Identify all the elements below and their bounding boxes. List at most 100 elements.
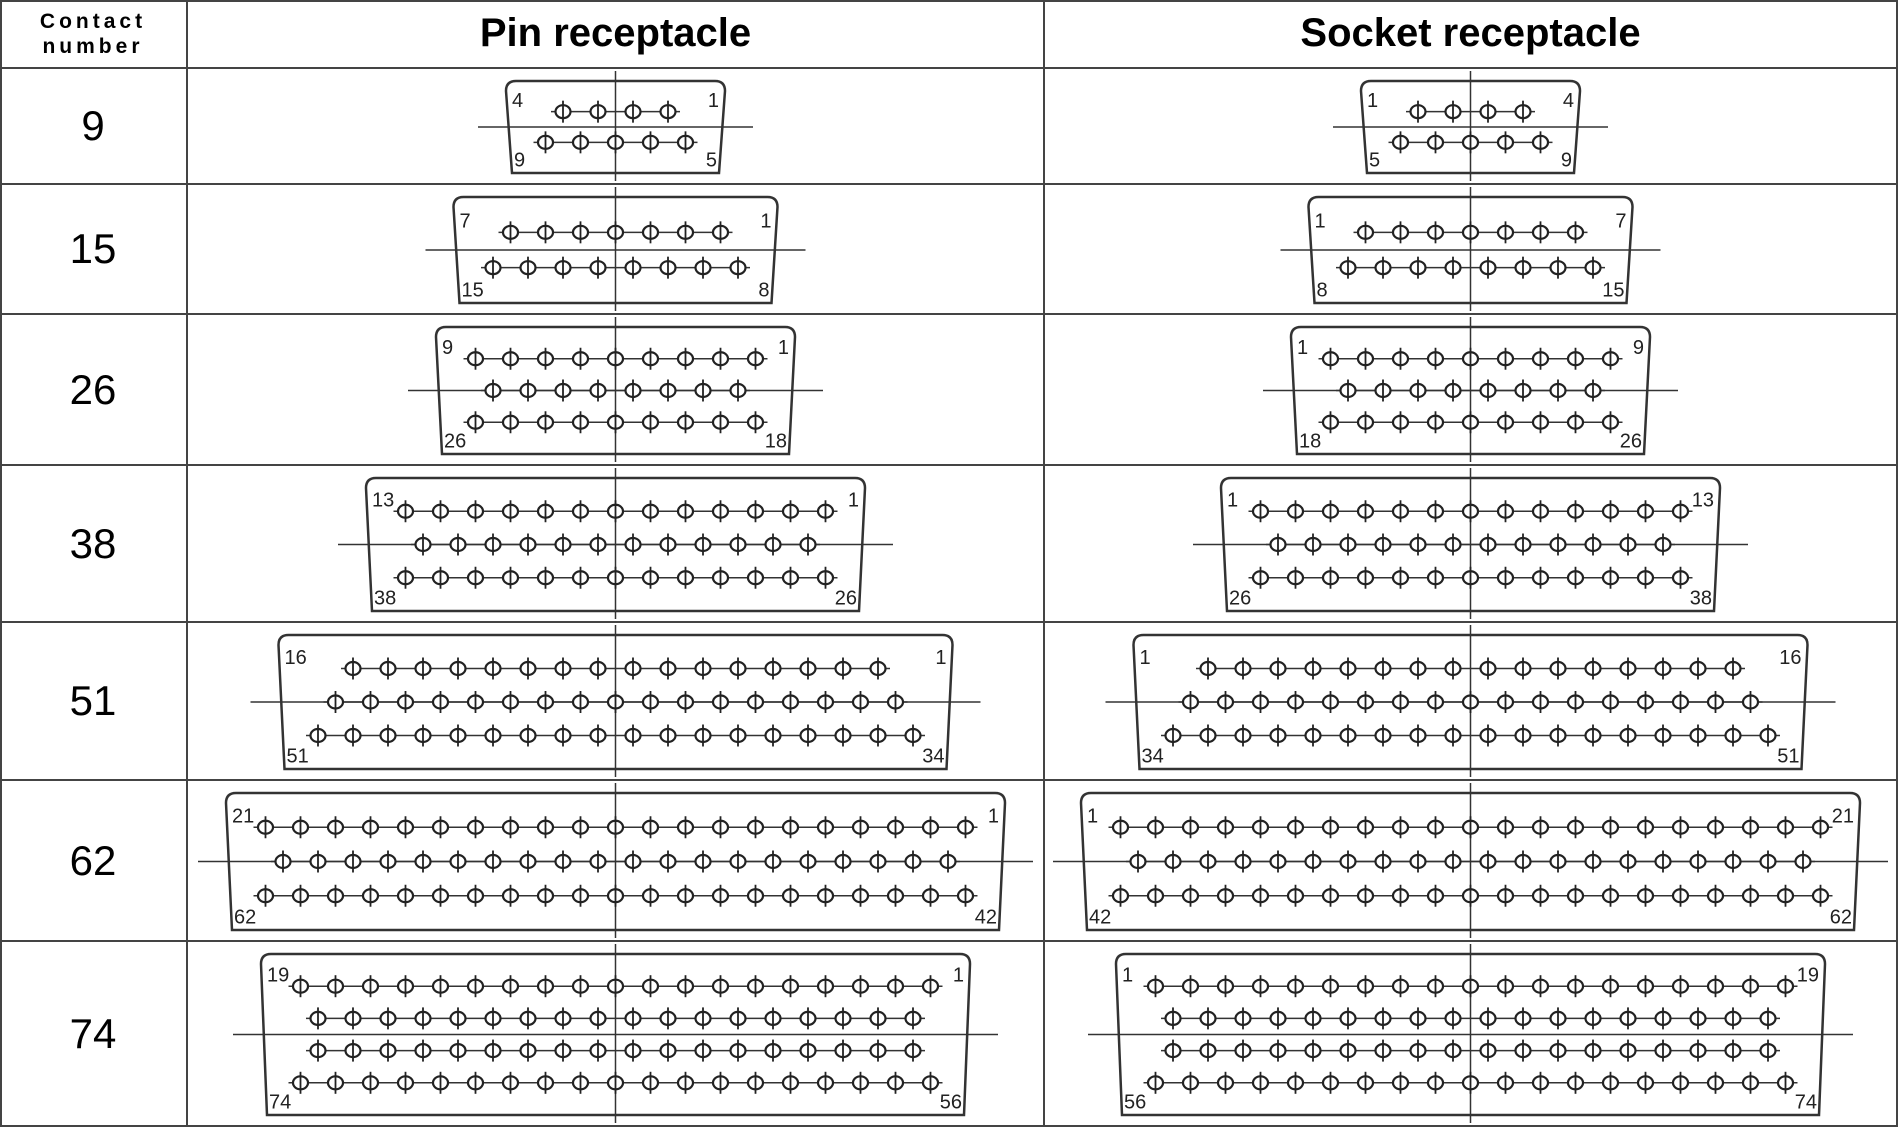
- pin-label: 1: [1227, 490, 1238, 512]
- pin-label: 8: [758, 279, 769, 301]
- connector-diagram: 1 7 8 15: [1280, 187, 1661, 311]
- contact-number: 38: [0, 466, 188, 623]
- contact-number: 15: [0, 185, 188, 315]
- connector-shell: [504, 79, 727, 175]
- connector-shell: [1132, 633, 1809, 771]
- header-pin: Pin receptacle: [188, 0, 1045, 69]
- pin-label: 62: [1830, 906, 1852, 928]
- contact-number-text: 15: [69, 225, 117, 272]
- pin-label: 15: [1602, 279, 1624, 301]
- connector-diagram: 1 9 18 26: [1263, 317, 1678, 462]
- pin-label: 13: [1692, 490, 1714, 512]
- pin-label: 7: [1615, 211, 1626, 233]
- pin-label: 13: [372, 490, 394, 512]
- header-socket-text: Socket receptacle: [1300, 11, 1641, 55]
- connector-shell: [434, 325, 797, 456]
- connector-shell: [452, 195, 779, 305]
- pin-label: 9: [1561, 149, 1572, 171]
- socket-cell: 1 4 5 9: [1045, 69, 1898, 185]
- header-contact-number: Contact number: [0, 0, 188, 69]
- pin-cell: 7 1 15 8: [188, 185, 1045, 315]
- pin-label: 1: [1140, 647, 1151, 669]
- pin-label: 26: [835, 587, 857, 609]
- pin-label: 5: [1369, 149, 1380, 171]
- pin-label: 8: [1317, 279, 1328, 301]
- contact-number: 51: [0, 623, 188, 781]
- pin-label: 34: [1142, 745, 1164, 767]
- pin-label: 26: [444, 430, 466, 452]
- pin-label: 21: [232, 806, 254, 828]
- pin-label: 1: [778, 337, 789, 359]
- connector-shell: [364, 476, 867, 613]
- pin-label: 9: [1633, 337, 1644, 359]
- connector-shell: [224, 791, 1007, 932]
- pin-label: 1: [1315, 211, 1326, 233]
- pin-label: 1: [848, 490, 859, 512]
- connector-shell: [1079, 791, 1862, 932]
- pin-label: 34: [922, 745, 944, 767]
- pin-label: 1: [1122, 964, 1133, 986]
- pin-label: 16: [285, 647, 307, 669]
- pin-label: 15: [462, 279, 484, 301]
- pin-label: 19: [267, 964, 289, 986]
- contact-number: 62: [0, 781, 188, 942]
- pin-label: 56: [940, 1091, 962, 1113]
- pin-label: 1: [935, 647, 946, 669]
- contact-number: 74: [0, 942, 188, 1127]
- connector-diagram: 19 1 74 56: [233, 944, 998, 1123]
- connector-diagram: 1 4 5 9: [1333, 71, 1608, 181]
- pin-label: 42: [1089, 906, 1111, 928]
- socket-cell: 1 21 42 62: [1045, 781, 1898, 942]
- connector-diagram: 4 1 9 5: [478, 71, 753, 181]
- connector-diagram: 9 1 26 18: [408, 317, 823, 462]
- pin-label: 51: [287, 745, 309, 767]
- header-socket: Socket receptacle: [1045, 0, 1898, 69]
- pin-label: 18: [1299, 430, 1321, 452]
- pin-label: 56: [1124, 1091, 1146, 1113]
- pin-label: 21: [1832, 806, 1854, 828]
- header-contact-number-text: Contact number: [39, 9, 147, 58]
- pin-label: 1: [988, 806, 999, 828]
- pin-label: 26: [1620, 430, 1642, 452]
- pin-label: 51: [1777, 745, 1799, 767]
- pin-label: 7: [460, 211, 471, 233]
- pin-label: 1: [760, 211, 771, 233]
- pin-label: 18: [765, 430, 787, 452]
- pin-label: 1: [708, 90, 719, 112]
- pin-label: 38: [1690, 587, 1712, 609]
- connector-diagram: 13 1 38 26: [338, 468, 893, 619]
- connector-shell: [1359, 79, 1582, 175]
- pin-label: 16: [1779, 647, 1801, 669]
- socket-cell: 1 9 18 26: [1045, 315, 1898, 466]
- contact-number-text: 74: [69, 1009, 117, 1057]
- socket-cell: 1 16 34 51: [1045, 623, 1898, 781]
- socket-cell: 1 7 8 15: [1045, 185, 1898, 315]
- pin-cell: 19 1 74 56: [188, 942, 1045, 1127]
- pin-label: 5: [706, 149, 717, 171]
- connector-shell: [1219, 476, 1722, 613]
- contact-number-text: 9: [81, 102, 105, 149]
- connector-diagram: 16 1 51 34: [250, 625, 981, 777]
- pin-label: 4: [1563, 90, 1574, 112]
- pin-cell: 4 1 9 5: [188, 69, 1045, 185]
- connector-diagram: 21 1 62 42: [198, 783, 1033, 938]
- connector-shell: [1307, 195, 1634, 305]
- connector-diagram: 1 13 26 38: [1193, 468, 1748, 619]
- connector-shell: [1114, 952, 1827, 1117]
- connector-shell: [259, 952, 972, 1117]
- socket-cell: 1 19 56 74: [1045, 942, 1898, 1127]
- pin-cell: 9 1 26 18: [188, 315, 1045, 466]
- contact-number-text: 51: [69, 677, 117, 724]
- connector-diagram: 1 16 34 51: [1105, 625, 1836, 777]
- contact-number-text: 62: [69, 836, 117, 884]
- pin-cell: 16 1 51 34: [188, 623, 1045, 781]
- pin-label: 42: [975, 906, 997, 928]
- connector-shell: [1289, 325, 1652, 456]
- pin-label: 74: [269, 1091, 291, 1113]
- pin-label: 19: [1797, 964, 1819, 986]
- pin-label: 1: [1367, 90, 1378, 112]
- pin-label: 9: [514, 149, 525, 171]
- connector-diagram: 1 19 56 74: [1088, 944, 1853, 1123]
- contact-number: 26: [0, 315, 188, 466]
